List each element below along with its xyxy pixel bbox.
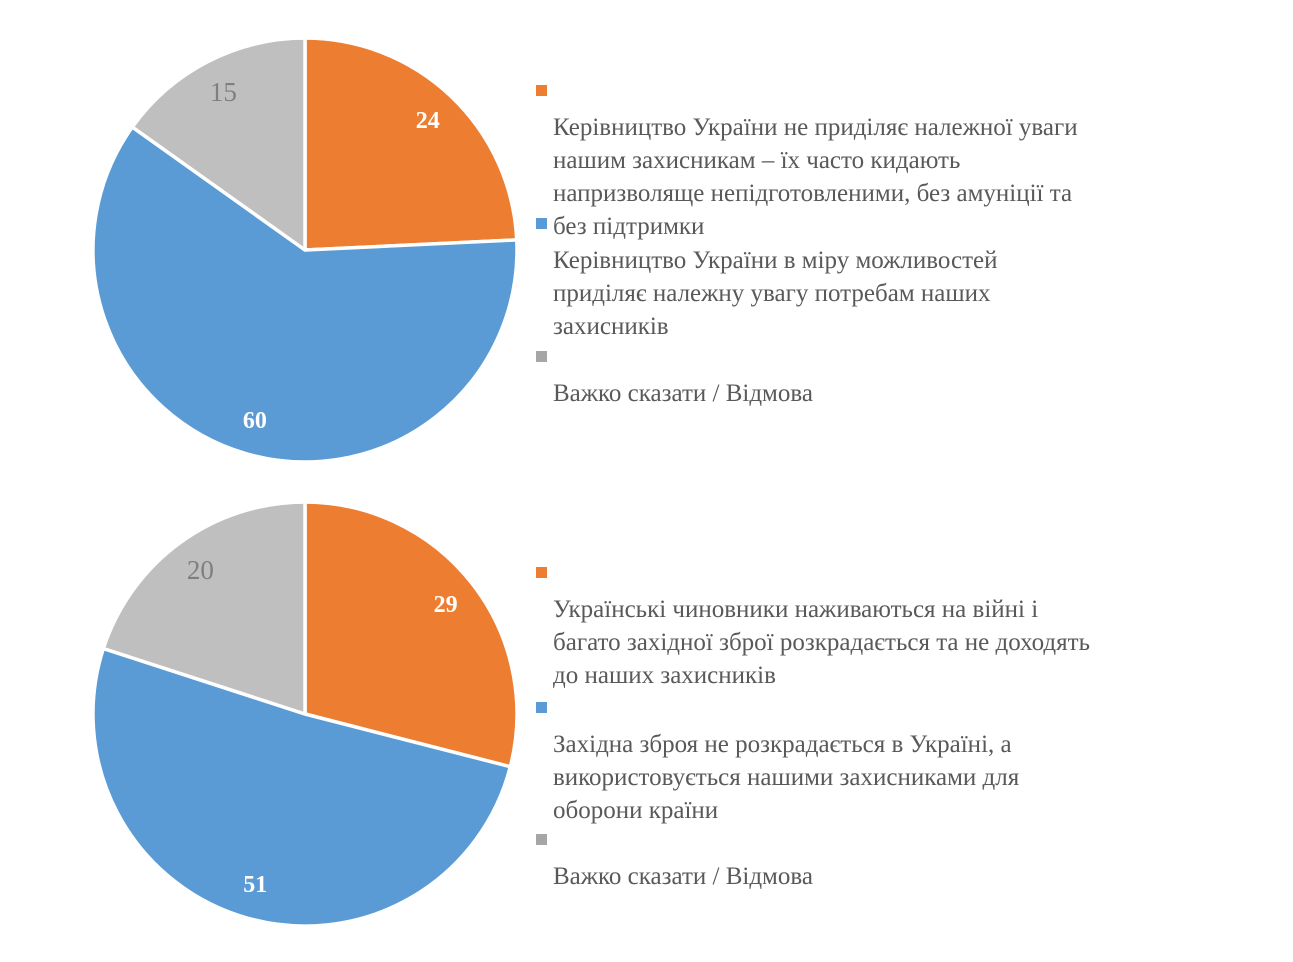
slice-value-label: 15 (210, 77, 237, 107)
legend-item: Західна зброя не розкрадається в Україні… (536, 695, 1208, 827)
slice-value-label: 24 (416, 108, 440, 134)
legend-top-chart: Керівництво України не приділяє належної… (536, 0, 1196, 480)
pie-chart-bottom: 29 51 20 (91, 500, 519, 928)
legend-marker-gray-icon (536, 351, 547, 362)
pie-slice-1 (91, 125, 519, 464)
legend-item: Українські чиновники наживаються на війн… (536, 560, 1208, 692)
legend-marker-blue-icon (536, 218, 547, 229)
legend-bottom-chart: Українські чиновники наживаються на війн… (536, 482, 1196, 962)
pie-slice-2 (101, 500, 307, 716)
legend-item: Керівництво України не приділяє належної… (536, 78, 1208, 243)
legend-label: Українські чиновники наживаються на війн… (553, 596, 1090, 689)
legend-label: Важко сказати / Відмова (553, 863, 813, 890)
legend-label: Важко сказати / Відмова (553, 380, 813, 407)
legend-label: Керівництво України в міру можливостей п… (553, 247, 998, 340)
legend-label: Керівництво України не приділяє належної… (553, 114, 1078, 240)
slice-value-label: 29 (434, 592, 458, 618)
pie-slice-2 (130, 36, 307, 252)
legend-marker-orange-icon (536, 85, 547, 96)
legend-item: Керівництво України в міру можливостей п… (536, 211, 1208, 343)
slice-value-label: 60 (243, 408, 267, 434)
slice-value-label: 20 (187, 555, 214, 585)
legend-item: Важко сказати / Відмова (536, 344, 1208, 410)
legend-label: Західна зброя не розкрадається в Україні… (553, 731, 1020, 824)
pie-slice-1 (91, 646, 513, 928)
pie-slice-0 (303, 500, 519, 769)
pie-chart-top: 24 60 15 (91, 36, 519, 464)
legend-marker-blue-icon (536, 702, 547, 713)
pie-slice-0 (303, 36, 519, 252)
legend-item: Важко сказати / Відмова (536, 827, 1208, 893)
legend-marker-orange-icon (536, 567, 547, 578)
slice-value-label: 51 (243, 872, 267, 898)
legend-marker-gray-icon (536, 834, 547, 845)
